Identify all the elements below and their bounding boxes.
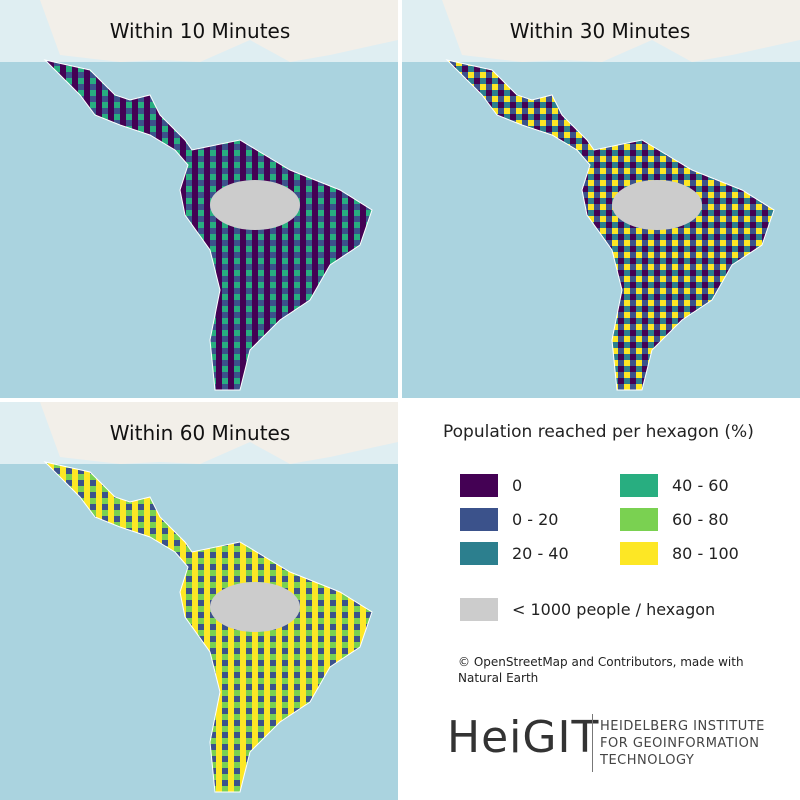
legend-title: Population reached per hexagon (%) [443,422,754,442]
logo-line: HEIDELBERG INSTITUTE [600,719,765,734]
legend-label: 20 - 40 [512,544,569,563]
legend-swatch [460,598,498,621]
legend-swatch [620,474,658,497]
logo-line: FOR GEOINFORMATION [600,736,760,751]
panel-title: Within 30 Minutes [510,19,691,43]
legend-item: 40 - 60 [620,474,729,497]
attribution: © OpenStreetMap and Contributors, made w… [458,655,744,685]
legend-swatch [460,508,498,531]
legend-item: 0 [460,474,522,497]
legend-label: 0 - 20 [512,510,559,529]
panel-title: Within 60 Minutes [110,421,291,445]
legend-swatch [620,542,658,565]
map-panel: Within 30 Minutes [402,0,800,398]
legend-swatch [620,508,658,531]
legend-item: 0 - 20 [460,508,558,531]
legend-swatch [460,542,498,565]
legend-label: 0 [512,476,523,495]
panel-title: Within 10 Minutes [110,19,291,43]
legend-item: 20 - 40 [460,542,569,565]
legend-label: < 1000 people / hexagon [512,600,716,619]
logo-text: HEIDELBERG INSTITUTE FOR GEOINFORMATION TE… [600,718,765,769]
legend-swatch [460,474,498,497]
logo-separator [592,714,593,772]
legend-item: < 1000 people / hexagon [460,598,715,621]
legend-item: 60 - 80 [620,508,729,531]
logo-line: TECHNOLOGY [600,753,695,768]
legend-label: 40 - 60 [672,476,729,495]
legend-label: 60 - 80 [672,510,729,529]
legend: Population reached per hexagon (%) 0 0 - … [402,402,800,800]
legend-item: 80 - 100 [620,542,739,565]
map-panel: Within 10 Minutes [0,0,398,398]
map-panel: Within 60 Minutes [0,402,398,800]
logo: HeiGIT [447,712,600,763]
legend-label: 80 - 100 [672,544,739,563]
